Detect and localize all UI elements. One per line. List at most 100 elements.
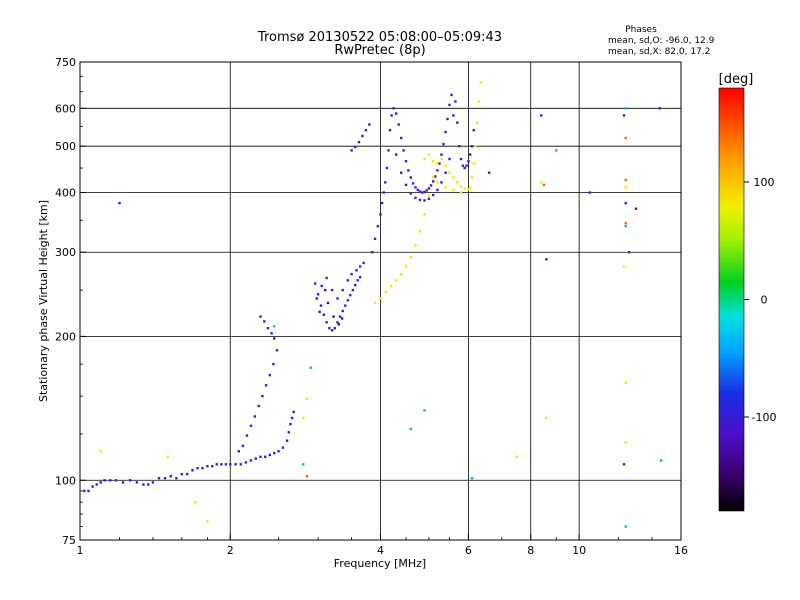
data-point xyxy=(444,130,447,134)
data-point xyxy=(305,397,309,401)
data-point xyxy=(387,149,390,152)
data-point xyxy=(472,162,475,165)
data-point xyxy=(463,166,466,170)
data-point xyxy=(376,225,379,228)
data-points xyxy=(83,81,663,528)
data-point xyxy=(272,362,275,366)
data-point xyxy=(409,176,412,179)
data-point xyxy=(456,181,459,184)
data-point xyxy=(624,178,627,182)
data-point xyxy=(224,463,228,466)
data-point xyxy=(147,483,150,486)
data-point xyxy=(452,176,455,179)
data-point xyxy=(479,81,482,84)
data-point xyxy=(634,207,638,210)
data-point xyxy=(319,304,323,307)
data-point xyxy=(330,329,334,332)
data-point xyxy=(624,186,627,189)
data-point xyxy=(438,162,441,165)
data-point xyxy=(357,140,361,144)
data-point xyxy=(368,123,371,126)
data-point xyxy=(277,450,280,453)
y-tick-label: 500 xyxy=(55,140,76,153)
data-point xyxy=(263,320,266,323)
data-point xyxy=(99,481,102,484)
data-point xyxy=(429,184,433,187)
data-point xyxy=(458,145,461,148)
data-point xyxy=(658,107,661,110)
data-point xyxy=(191,469,194,472)
data-point xyxy=(416,188,419,192)
data-point xyxy=(344,304,347,307)
data-point xyxy=(261,394,264,398)
data-point xyxy=(409,192,412,195)
data-point xyxy=(237,450,240,453)
data-point xyxy=(624,441,627,444)
data-point xyxy=(402,149,405,152)
data-point xyxy=(336,297,339,300)
data-point xyxy=(270,332,273,335)
data-point xyxy=(427,197,431,200)
data-point xyxy=(624,136,627,140)
data-point xyxy=(340,317,344,320)
data-point xyxy=(404,265,408,268)
data-point xyxy=(452,114,455,117)
data-point xyxy=(400,136,403,140)
y-tick-label: 400 xyxy=(55,186,76,199)
x-tick-label: 2 xyxy=(227,544,234,557)
data-point xyxy=(448,103,451,107)
data-point xyxy=(421,191,424,194)
data-point xyxy=(448,157,451,161)
data-point xyxy=(400,272,403,276)
data-point xyxy=(180,472,184,476)
data-point xyxy=(302,416,305,420)
x-tick-label: 6 xyxy=(465,544,472,557)
data-point xyxy=(379,213,382,216)
data-point xyxy=(103,479,106,482)
data-point xyxy=(135,481,139,484)
data-point xyxy=(418,198,422,202)
data-point xyxy=(392,107,395,110)
data-point xyxy=(220,463,223,466)
data-point xyxy=(109,479,112,482)
data-point xyxy=(624,225,627,228)
colorbar-label: [deg] xyxy=(719,72,754,87)
data-point xyxy=(459,157,463,161)
data-point xyxy=(346,299,349,302)
data-point xyxy=(432,193,435,197)
data-point xyxy=(459,191,463,194)
data-point xyxy=(427,153,431,156)
data-point xyxy=(358,265,362,268)
x-tick-label: 1 xyxy=(77,544,84,557)
x-tick-label: 10 xyxy=(572,544,586,557)
data-point xyxy=(254,457,257,460)
data-point xyxy=(264,384,268,387)
phases-line-o: mean, sd,O: -96.0, 12.9 xyxy=(608,36,715,46)
data-point xyxy=(456,121,459,124)
y-tick-label: 100 xyxy=(55,474,76,487)
data-point xyxy=(400,171,403,174)
data-point xyxy=(325,321,328,324)
y-tick-label: 200 xyxy=(55,330,76,343)
data-point xyxy=(253,415,256,418)
data-point xyxy=(358,276,362,279)
data-point xyxy=(341,309,344,313)
data-point xyxy=(423,213,426,216)
data-point xyxy=(99,450,102,453)
data-point xyxy=(268,453,271,457)
data-point xyxy=(114,479,118,482)
data-point xyxy=(389,284,393,288)
data-point xyxy=(346,279,349,282)
data-point xyxy=(332,315,335,318)
chart-title: Tromsø 20130522 05:08:00–05:09:43 xyxy=(257,30,502,45)
data-point xyxy=(285,439,289,442)
data-point xyxy=(302,463,305,466)
data-point xyxy=(318,310,321,314)
data-point xyxy=(395,112,398,115)
data-point xyxy=(186,472,189,476)
data-point xyxy=(622,114,626,117)
data-point xyxy=(463,187,466,190)
data-point xyxy=(414,186,417,189)
data-point xyxy=(83,489,86,493)
